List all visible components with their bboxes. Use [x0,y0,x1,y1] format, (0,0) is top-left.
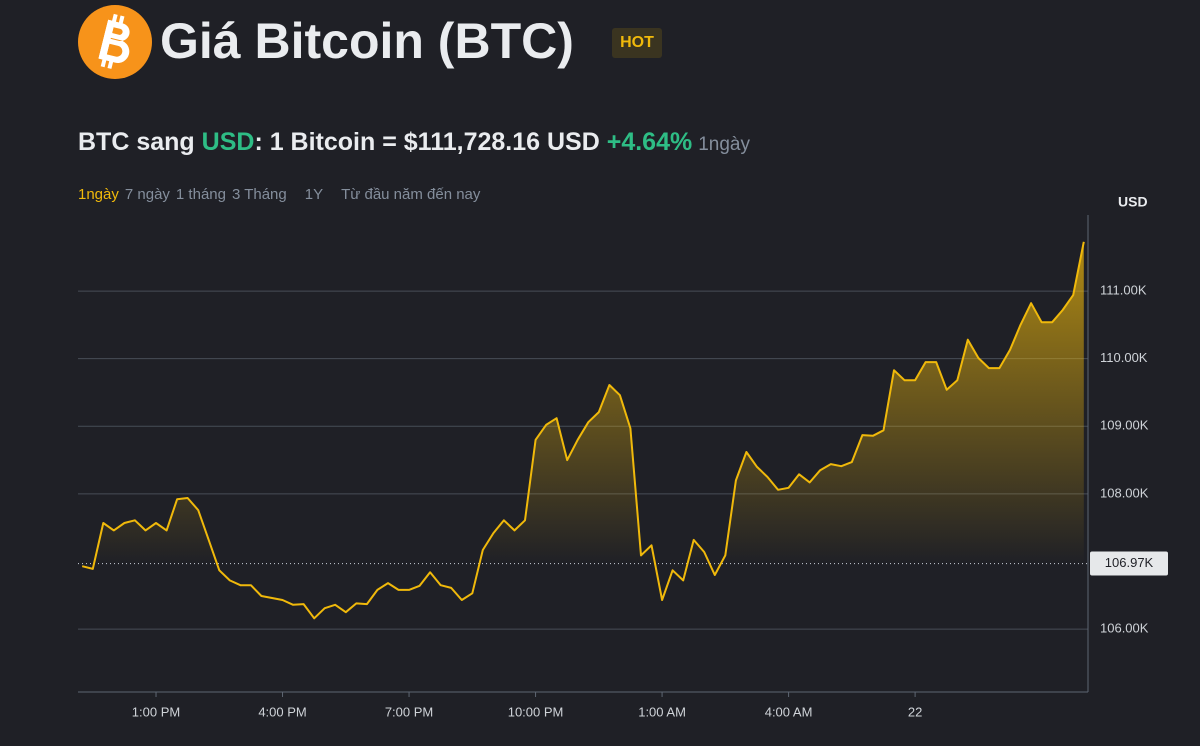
quote-currency[interactable]: USD [201,128,255,156]
tab[interactable]: 1ngày [78,186,119,203]
x-tick-label: 4:00 AM [765,704,813,719]
period: 1ngày [698,134,750,155]
price-line [81,241,1085,620]
x-tick-label: 22 [908,704,922,719]
tab[interactable]: 1 tháng [175,186,226,203]
x-tick-label: 1:00 AM [638,704,686,719]
reference-label: 106.97K [1105,555,1154,570]
x-tick-label: 4:00 PM [258,704,306,719]
hot-badge: HOT [612,28,662,58]
price-area [82,241,1084,693]
range-tabs: 1ngày 7 ngày 1 tháng 3 Tháng 1Y Từ đầu n… [78,186,480,203]
y-axis-label: USD [1118,194,1148,210]
x-tick-label: 10:00 PM [508,704,564,719]
change: +4.64% [606,128,693,156]
tab[interactable]: Từ đầu năm đến nay [341,186,481,203]
price-line: BTC sang USD: 1 Bitcoin = $111,728.16 US… [78,128,750,157]
rate: : 1 Bitcoin = $111,728.16 USD [254,128,600,156]
y-tick-label: 110.00K [1100,350,1148,365]
x-tick-label: 1:00 PM [132,704,180,719]
reference-label-box [1090,551,1168,576]
tab[interactable]: 3 Tháng [231,186,287,203]
pair-prefix: BTC sang [78,128,195,156]
tab[interactable]: 7 ngày [124,186,170,203]
y-tick-label: 106.00K [1100,621,1149,636]
y-tick-label: 108.00K [1100,485,1149,500]
tab[interactable]: 1Y [304,186,324,203]
page-title: Giá Bitcoin (BTC) [160,13,574,69]
y-tick-label: 109.00K [1100,418,1149,433]
btc-icon [78,5,152,79]
y-tick-label: 111.00K [1100,283,1147,298]
x-tick-label: 7:00 PM [385,704,433,719]
